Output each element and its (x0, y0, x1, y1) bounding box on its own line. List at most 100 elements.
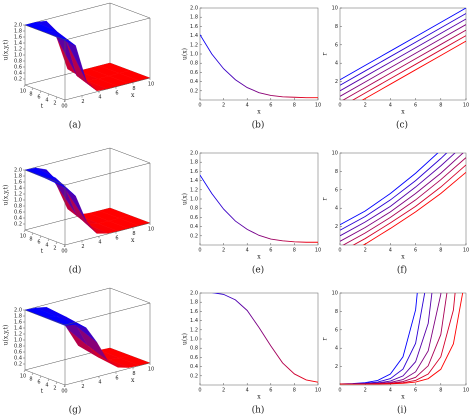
z-tick-label: 0.6 (14, 65, 22, 71)
t-tick (63, 244, 66, 248)
box-edge (24, 169, 66, 186)
t-tick-label: 8 (29, 237, 32, 243)
surface-patch (44, 315, 77, 326)
t-tick-label: 4 (45, 383, 48, 389)
y-tick-label: 2 (335, 224, 338, 230)
z-tick-label: 1.6 (14, 320, 22, 326)
t-tick-label: 4 (45, 98, 48, 104)
data-line (352, 35, 466, 100)
box-edge (109, 2, 151, 19)
y-tick-label: 2 (335, 79, 338, 85)
y-tick-label: 1.6 (190, 24, 198, 30)
y-tick-label: 1.0 (190, 197, 198, 203)
z-axis-label: u(x,y,t) (3, 185, 10, 206)
y-tick-label: 2.0 (190, 291, 198, 297)
z-tick-label: 0.2 (14, 222, 22, 228)
plot-frame (339, 152, 467, 246)
t-tick (31, 232, 34, 236)
data-line (342, 29, 466, 100)
x-axis-label: x (401, 109, 405, 116)
x-tick-label: 4 (246, 248, 249, 254)
x-tick-label: 2 (222, 388, 225, 394)
data-line (340, 153, 456, 237)
z-axis-label: u(x,y,t) (3, 40, 10, 61)
t-tick (55, 381, 58, 385)
x-tick-label: 4 (389, 248, 392, 254)
box-edge (24, 287, 111, 311)
y-tick-label: 1.4 (190, 178, 198, 184)
x-tick-label: 10 (463, 248, 469, 254)
data-line (200, 34, 318, 99)
y-tick-label: 1.2 (190, 42, 198, 48)
z-tick-label: 1.0 (14, 338, 22, 344)
x-tick-label: 4 (98, 95, 101, 101)
y-tick-label: 1.8 (190, 160, 198, 166)
x-tick-label: 0 (198, 103, 201, 109)
y-tick-label: 4 (335, 206, 338, 212)
z-tick-label: 0.8 (14, 344, 22, 350)
x-tick-label: 4 (98, 380, 101, 386)
t-tick (47, 378, 50, 382)
x-axis-label: x (131, 92, 135, 99)
x-axis-label: x (131, 237, 135, 244)
caption: (d) (69, 265, 82, 276)
y-tick-label: 0.2 (190, 88, 198, 94)
caption: (f) (397, 265, 407, 276)
box-edge (64, 77, 151, 101)
y-tick-label: 1.8 (190, 15, 198, 21)
caption: (i) (397, 405, 407, 416)
x-tick-label: 10 (148, 367, 154, 373)
box-edge (64, 162, 151, 186)
x-tick-label: 2 (81, 244, 84, 250)
t-tick-label: 4 (45, 243, 48, 249)
plot-frame (339, 292, 467, 386)
z-tick-label: 1.6 (14, 180, 22, 186)
t-tick-label: 6 (37, 95, 40, 101)
data-line (340, 293, 442, 385)
data-line (340, 153, 464, 242)
data-line (361, 40, 466, 100)
t-tick-label: 10 (20, 374, 26, 380)
y-tick-label: 4 (335, 61, 338, 67)
t-tick (31, 87, 34, 91)
x-tick-label: 8 (132, 231, 135, 237)
z-tick-label: 2.0 (14, 308, 22, 314)
z-tick-label: 0.4 (14, 71, 22, 77)
t-tick (39, 235, 42, 239)
box-edge (24, 229, 66, 246)
x-tick-label: 8 (132, 86, 135, 92)
y-tick-label: 1.6 (190, 169, 198, 175)
x-axis-label: x (401, 394, 405, 401)
x-tick-label: 6 (414, 248, 417, 254)
y-axis-label: u(x) (182, 193, 189, 205)
t-tick-label: 0 (61, 249, 64, 255)
t-tick (55, 96, 58, 100)
y-tick-label: 1.2 (190, 327, 198, 333)
data-line (211, 293, 318, 383)
z-tick-label: 0.8 (14, 204, 22, 210)
plot-frame (199, 7, 319, 101)
box-edge (64, 302, 151, 326)
y-tick-label: 8 (335, 24, 338, 30)
t-tick-label: 6 (37, 240, 40, 246)
plot-frame (339, 7, 467, 101)
y-tick-label: 2.0 (190, 151, 198, 157)
box-edge (64, 362, 151, 386)
x-tick-label: 0 (338, 388, 341, 394)
box-edge (109, 147, 151, 164)
data-line (340, 153, 448, 231)
y-tick-label: 6 (335, 327, 338, 333)
z-tick-label: 0.6 (14, 350, 22, 356)
y-tick-label: 10 (332, 151, 338, 157)
t-tick (63, 384, 66, 388)
y-tick-label: 1.4 (190, 318, 198, 324)
z-tick-label: 1.8 (14, 314, 22, 320)
t-tick (23, 229, 26, 233)
z-tick-label: 1.8 (14, 29, 22, 35)
y-tick-label: 0.4 (190, 224, 198, 230)
x-tick-label: 2 (81, 384, 84, 390)
x-tick-label: 8 (439, 388, 442, 394)
t-tick-label: 0 (61, 104, 64, 110)
z-tick-label: 1.4 (14, 186, 22, 192)
box-edge (64, 17, 151, 41)
